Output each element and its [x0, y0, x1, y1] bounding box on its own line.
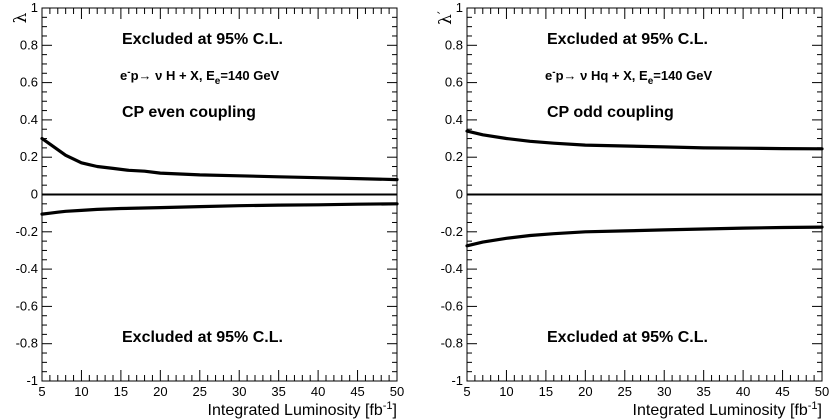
- process-label: e-p→ ν Hq + X, Ee=140 GeV: [545, 67, 712, 87]
- x-tick-label: 30: [232, 384, 246, 399]
- coupling-label: CP odd coupling: [547, 104, 674, 121]
- x-tick-label: 5: [463, 384, 470, 399]
- y-tick-label: -0.8: [16, 336, 38, 351]
- x-tick-label: 40: [736, 384, 750, 399]
- y-tick-label: -0.6: [441, 298, 463, 313]
- y-tick-label: 0.6: [445, 75, 463, 90]
- x-axis-title-text: Integrated Luminosity [fb: [208, 402, 383, 419]
- y-tick-label: 1: [456, 0, 463, 15]
- y-tick-label: 0.4: [445, 112, 463, 127]
- x-axis-title-superscript: -1: [383, 400, 393, 412]
- y-tick-label: 0.4: [20, 112, 38, 127]
- x-tick-label: 15: [114, 384, 128, 399]
- y-tick-label: 0: [456, 187, 463, 202]
- y-axis-symbol: λ: [11, 12, 31, 23]
- x-axis-title-close: ]: [393, 402, 397, 419]
- upper-limit-curve: [465, 129, 824, 151]
- y-tick-label: -1: [26, 373, 38, 388]
- x-axis-title-superscript: -1: [808, 400, 818, 412]
- y-tick-label: -0.6: [16, 298, 38, 313]
- y-tick-label: 1: [31, 0, 38, 15]
- x-axis-title-close: ]: [818, 402, 822, 419]
- excluded-top-label: Excluded at 95% C.L.: [547, 31, 708, 48]
- y-axis-title: λ: [11, 12, 31, 23]
- x-tick-label: 10: [499, 384, 513, 399]
- y-tick-label: 0.6: [20, 75, 38, 90]
- chart-panel-1: -1-0.8-0.6-0.4-0.200.20.40.60.815 10 15 20 2…: [11, 0, 404, 419]
- y-tick-label: -0.2: [16, 224, 38, 239]
- y-tick-label: -0.4: [441, 261, 463, 276]
- y-tick-label: -0.2: [441, 224, 463, 239]
- x-tick-label: 50: [390, 384, 404, 399]
- excluded-bottom-label: Excluded at 95% C.L.: [547, 329, 708, 346]
- process-pre: e: [120, 68, 127, 83]
- excluded-bottom-label: Excluded at 95% C.L.: [122, 329, 283, 346]
- x-tick-label: 20: [153, 384, 167, 399]
- excluded-top-label: Excluded at 95% C.L.: [122, 31, 283, 48]
- process-pre-superscript: -: [127, 67, 130, 78]
- x-tick-label: 45: [775, 384, 789, 399]
- x-axis-title: Integrated Luminosity [fb-1]: [208, 400, 397, 419]
- lower-limit-curve: [40, 202, 399, 216]
- y-tick-label: 0.2: [20, 149, 38, 164]
- coupling-label: CP even coupling: [122, 104, 256, 121]
- process-post: =140 GeV: [653, 68, 712, 83]
- x-tick-label: 25: [193, 384, 207, 399]
- x-tick-label: 5: [38, 384, 45, 399]
- x-axis-title-text: Integrated Luminosity [fb: [633, 402, 808, 419]
- y-tick-label: -0.4: [16, 261, 38, 276]
- x-tick-label: 35: [271, 384, 285, 399]
- x-tick-label: 10: [74, 384, 88, 399]
- upper-limit-curve: [40, 136, 399, 182]
- x-tick-label: 30: [657, 384, 671, 399]
- y-tick-label: 0: [31, 187, 38, 202]
- process-main: p→ ν H + X, E: [131, 68, 215, 83]
- process-post: =140 GeV: [220, 68, 279, 83]
- y-axis-title: λ′: [436, 11, 456, 25]
- x-tick-label: 15: [539, 384, 553, 399]
- x-axis-title: Integrated Luminosity [fb-1]: [633, 400, 822, 419]
- x-tick-label: 25: [618, 384, 632, 399]
- chart-panel-2: -1-0.8-0.6-0.4-0.200.20.40.60.815 10 15 20 2…: [436, 0, 829, 419]
- x-tick-label: 45: [350, 384, 364, 399]
- x-tick-label: 40: [311, 384, 325, 399]
- process-pre: e: [545, 68, 552, 83]
- x-tick-label: 20: [578, 384, 592, 399]
- y-tick-label: 0.8: [445, 37, 463, 52]
- process-label: e-p→ ν H + X, Ee=140 GeV: [120, 67, 280, 87]
- y-axis-symbol: λ: [436, 14, 456, 25]
- y-tick-label: -1: [451, 373, 463, 388]
- x-tick-label: 50: [815, 384, 829, 399]
- process-pre-superscript: -: [552, 67, 555, 78]
- y-axis-prime: ′: [436, 11, 451, 14]
- process-subscript: e: [648, 76, 654, 87]
- process-subscript: e: [215, 76, 221, 87]
- y-tick-label: 0.8: [20, 37, 38, 52]
- process-main: p→ ν Hq + X, E: [556, 68, 648, 83]
- y-tick-label: 0.2: [445, 149, 463, 164]
- y-tick-label: -0.8: [441, 336, 463, 351]
- x-tick-label: 35: [696, 384, 710, 399]
- lower-limit-curve: [465, 225, 824, 248]
